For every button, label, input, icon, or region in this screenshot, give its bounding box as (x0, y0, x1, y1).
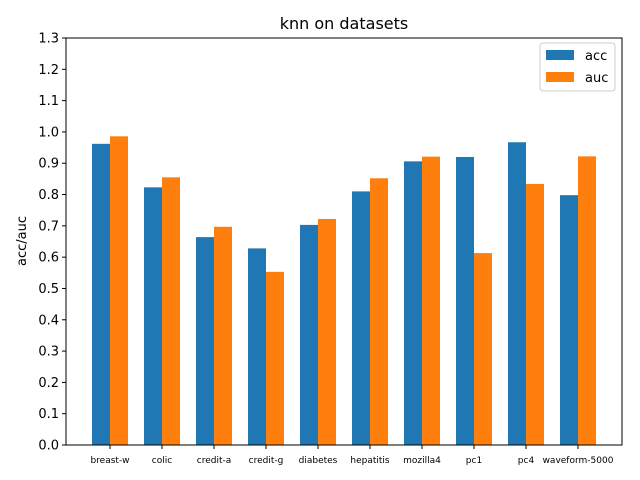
plot-frame (65, 37, 623, 446)
bar-acc-pc4 (508, 142, 526, 445)
bar-auc-diabetes (318, 218, 336, 445)
x-tick-label: hepatitis (350, 456, 390, 466)
bar-auc-hepatitis (370, 178, 388, 445)
x-tick-label: pc4 (518, 456, 535, 466)
y-tick-label: 0.6 (38, 251, 59, 266)
bar-auc-credit-a (214, 226, 232, 445)
y-tick-label: 1.2 (38, 63, 59, 78)
y-tick-label: 0.1 (38, 407, 59, 422)
x-tick-label: pc1 (466, 456, 482, 466)
bar-acc-hepatitis (352, 191, 370, 445)
bar-auc-breast-w (110, 136, 128, 445)
y-axis: 0.0 0.1 0.2 0.3 0.4 0.5 0.6 0.7 0.8 0.9 1.0 1.1 1.2 1… (38, 32, 66, 454)
x-tick-label: mozilla4 (403, 456, 441, 466)
y-tick-label: 0.0 (38, 439, 59, 454)
x-tick-label: credit-a (197, 456, 232, 466)
bar-auc-pc4 (526, 183, 544, 445)
y-tick-label: 0.8 (38, 188, 59, 203)
legend-swatch-auc (546, 72, 574, 82)
y-tick-label: 0.7 (38, 219, 59, 234)
x-tick-label: breast-w (90, 456, 129, 466)
bar-acc-credit-a (196, 237, 214, 445)
legend-swatch-acc (546, 50, 574, 60)
bar-acc-mozilla4 (404, 161, 422, 446)
y-axis-label: acc/auc (15, 216, 30, 266)
x-tick-label: diabetes (299, 456, 338, 466)
y-tick-label: 1.1 (38, 94, 59, 109)
bar-auc-colic (162, 177, 180, 446)
bar-acc-diabetes (300, 224, 318, 445)
bar-acc-waveform-5000 (560, 195, 578, 445)
y-tick-label: 1.0 (38, 125, 59, 140)
y-tick-label: 0.5 (38, 282, 59, 297)
chart-title: knn on datasets (280, 14, 408, 33)
bar-auc-pc1 (474, 253, 492, 445)
x-axis: breast-w colic credit-a credit-g diabetes hep… (90, 445, 614, 466)
legend-label-acc: acc (585, 49, 607, 64)
x-tick-label: colic (152, 456, 172, 466)
y-tick-label: 0.4 (38, 313, 59, 328)
bar-acc-colic (144, 187, 162, 445)
y-tick-label: 0.2 (38, 376, 59, 391)
bar-auc-credit-g (266, 271, 284, 445)
legend-label-auc: auc (585, 71, 608, 86)
legend: acc auc (539, 42, 616, 92)
x-tick-label: credit-g (249, 456, 284, 466)
bar-acc-credit-g (248, 248, 266, 445)
bar-acc-pc1 (456, 156, 474, 445)
bar-acc-breast-w (92, 143, 110, 445)
bars-group (92, 136, 596, 446)
bar-auc-mozilla4 (422, 156, 440, 445)
y-tick-label: 1.3 (38, 32, 59, 47)
bar-auc-waveform-5000 (578, 156, 596, 445)
x-tick-label: waveform-5000 (543, 456, 614, 466)
y-tick-label: 0.9 (38, 157, 59, 172)
y-tick-label: 0.3 (38, 345, 59, 360)
